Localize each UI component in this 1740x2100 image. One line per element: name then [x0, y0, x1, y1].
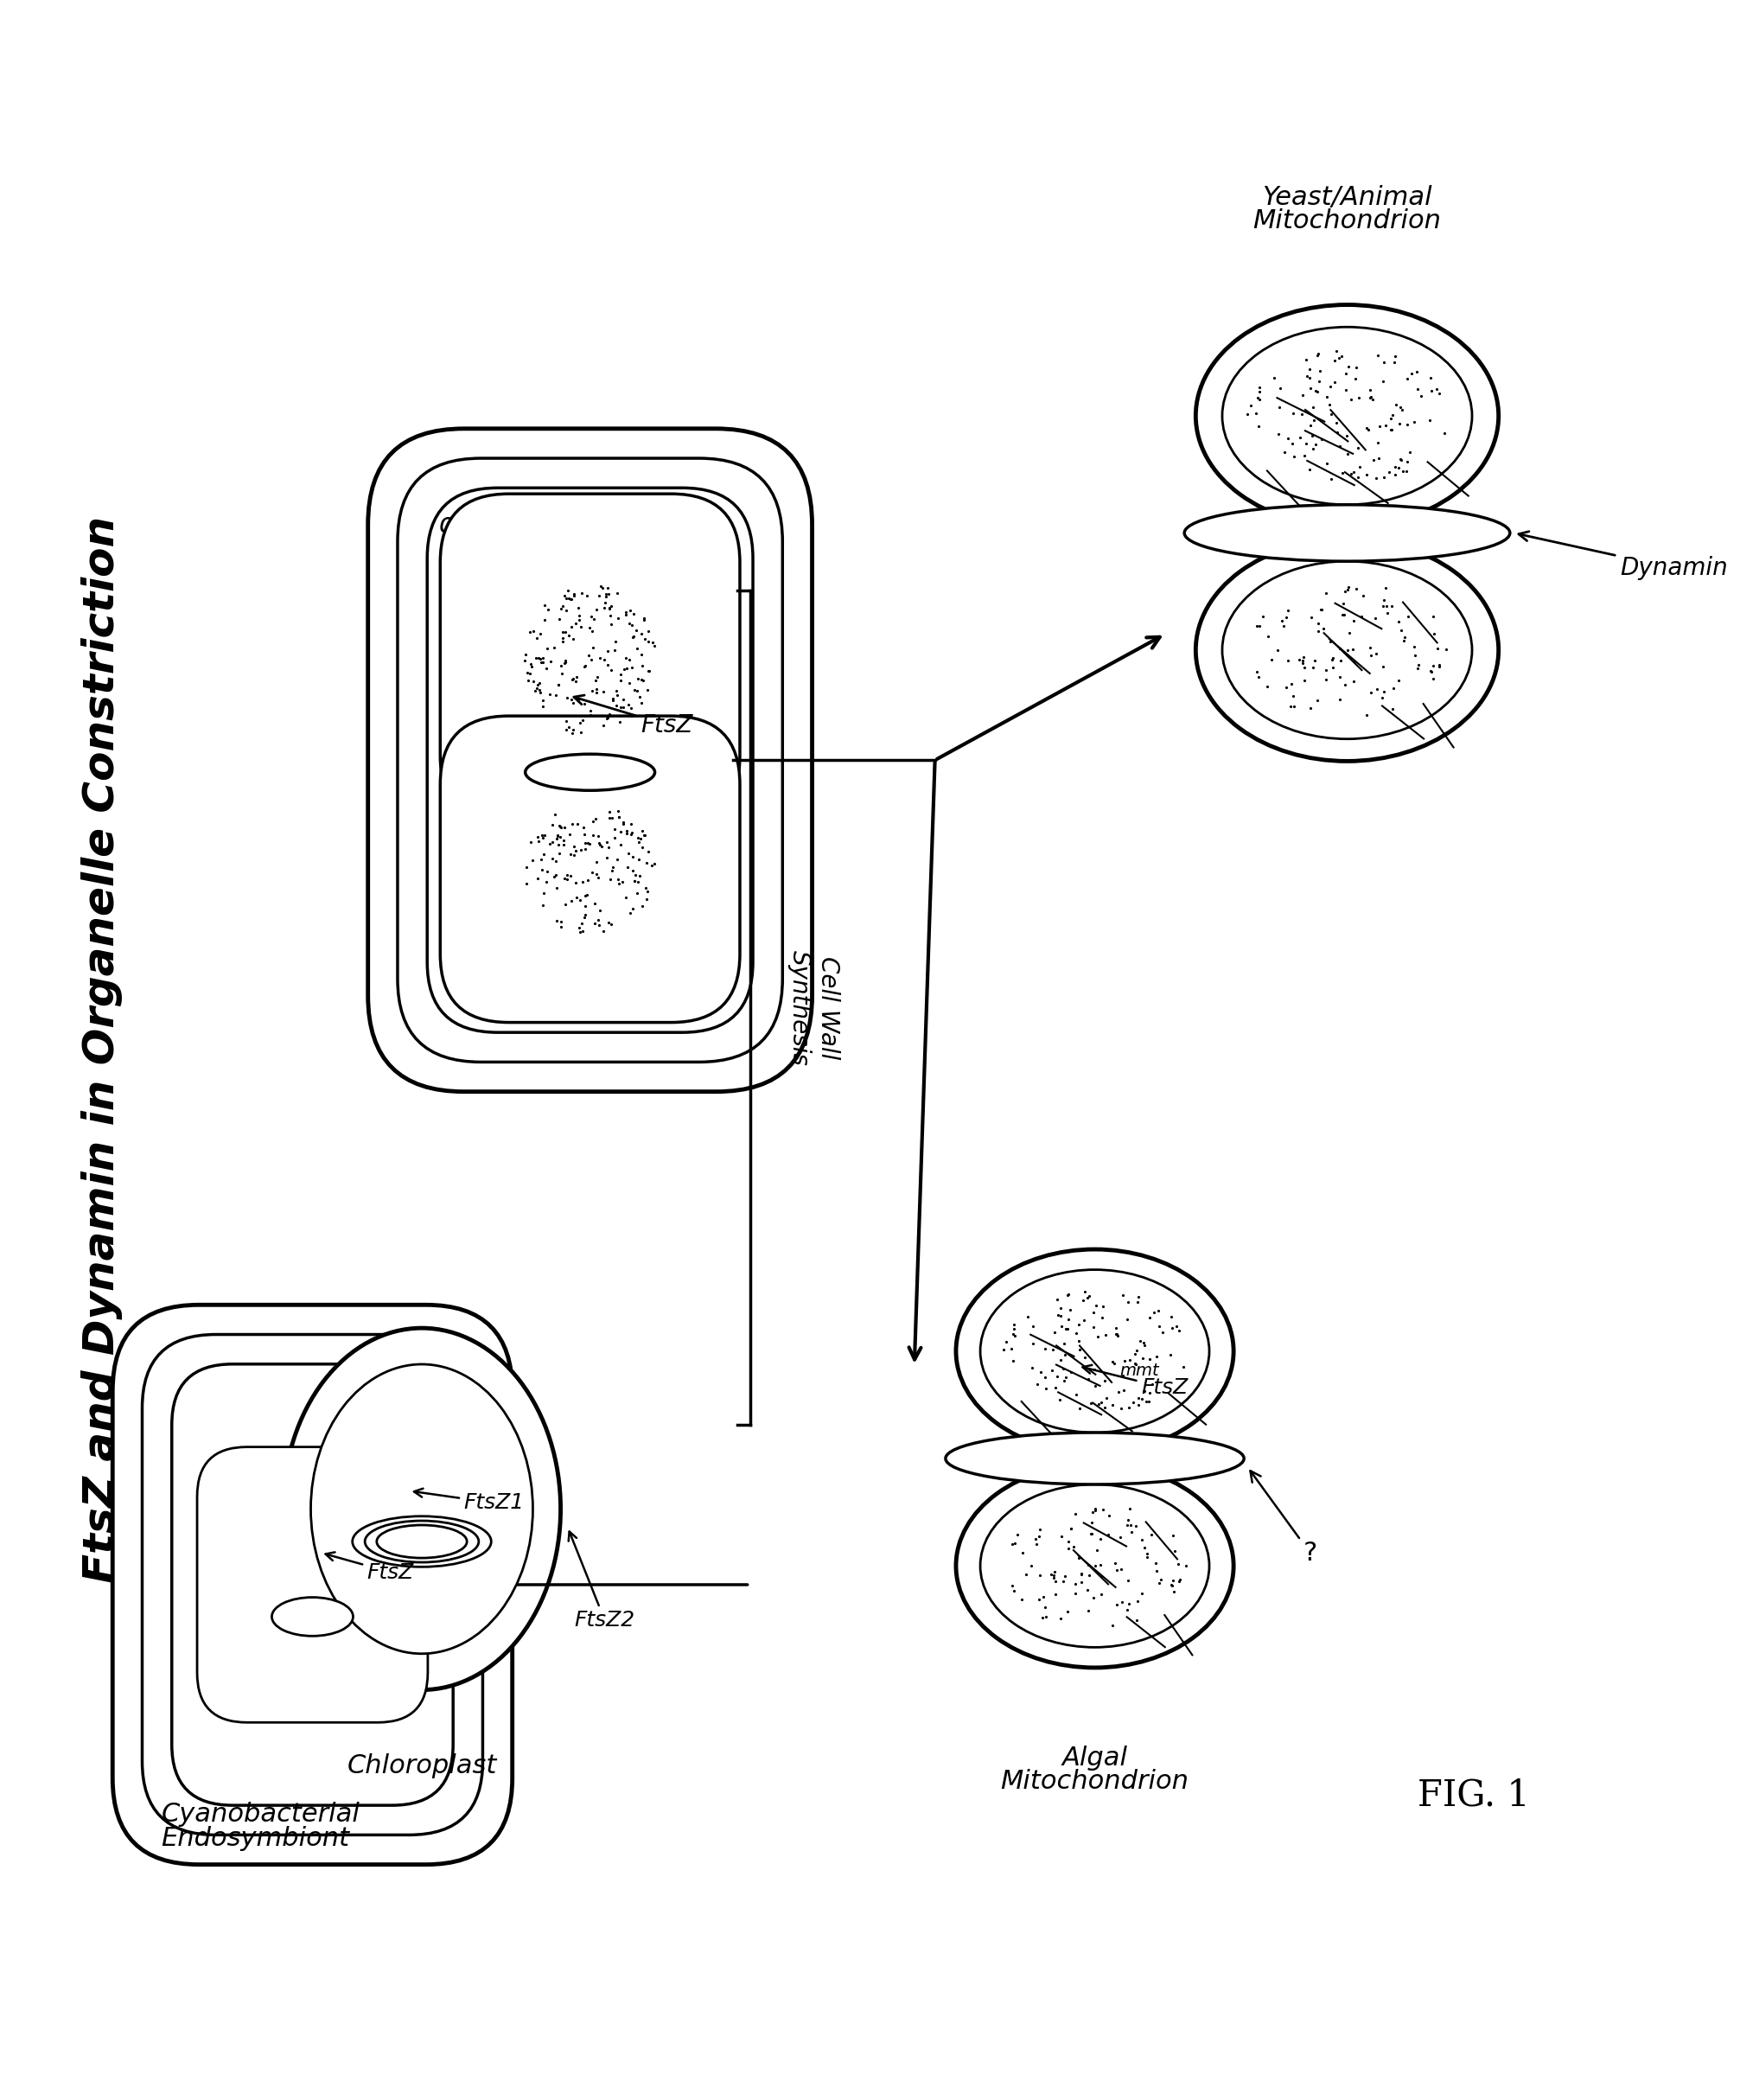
FancyBboxPatch shape [440, 493, 740, 825]
Text: Endosymbiont: Endosymbiont [438, 563, 626, 588]
Text: mmt: mmt [1121, 1363, 1159, 1380]
Ellipse shape [365, 1520, 479, 1562]
FancyBboxPatch shape [197, 1447, 428, 1722]
Ellipse shape [376, 1525, 466, 1558]
Text: Cyanobacterial: Cyanobacterial [162, 1802, 360, 1827]
Text: Cell Wall
Synthesis: Cell Wall Synthesis [788, 949, 840, 1065]
Text: Mitochondrion: Mitochondrion [1000, 1768, 1188, 1793]
Text: FtsZ and Dynamin in Organelle Constriction: FtsZ and Dynamin in Organelle Constricti… [82, 517, 124, 1583]
Text: FtsZ: FtsZ [1082, 1365, 1188, 1399]
Text: Dynamin: Dynamin [1519, 531, 1728, 580]
FancyBboxPatch shape [440, 716, 740, 1023]
Ellipse shape [284, 1327, 560, 1690]
Ellipse shape [980, 1270, 1209, 1432]
FancyBboxPatch shape [428, 487, 753, 1033]
Text: Mitochondrion: Mitochondrion [1253, 208, 1441, 233]
Text: FIG. 1: FIG. 1 [1418, 1777, 1529, 1812]
Ellipse shape [1195, 540, 1498, 760]
Ellipse shape [1195, 304, 1498, 527]
Text: ?: ? [1251, 1470, 1317, 1564]
FancyBboxPatch shape [143, 1334, 482, 1835]
Text: Chloroplast: Chloroplast [346, 1753, 496, 1779]
FancyBboxPatch shape [397, 458, 783, 1063]
Text: α-Proteobacterial: α-Proteobacterial [438, 512, 666, 538]
Ellipse shape [945, 1432, 1244, 1485]
Ellipse shape [955, 1249, 1234, 1453]
FancyBboxPatch shape [113, 1304, 512, 1865]
Ellipse shape [353, 1516, 491, 1567]
Text: FtsZ: FtsZ [325, 1552, 414, 1583]
Ellipse shape [525, 754, 654, 790]
Text: Algal: Algal [1061, 1745, 1128, 1770]
Text: Yeast/Animal: Yeast/Animal [1262, 185, 1432, 210]
Text: FtsZ: FtsZ [574, 695, 693, 737]
FancyBboxPatch shape [172, 1365, 452, 1806]
Ellipse shape [980, 1485, 1209, 1646]
Ellipse shape [1185, 504, 1510, 561]
Text: FtsZ2: FtsZ2 [569, 1531, 635, 1632]
Text: FtsZ1: FtsZ1 [414, 1489, 524, 1514]
Ellipse shape [271, 1598, 353, 1636]
FancyBboxPatch shape [367, 428, 813, 1092]
Ellipse shape [1221, 561, 1472, 739]
Ellipse shape [955, 1464, 1234, 1667]
Ellipse shape [1221, 328, 1472, 504]
Text: Endosymbiont: Endosymbiont [162, 1825, 350, 1850]
Ellipse shape [311, 1365, 532, 1653]
